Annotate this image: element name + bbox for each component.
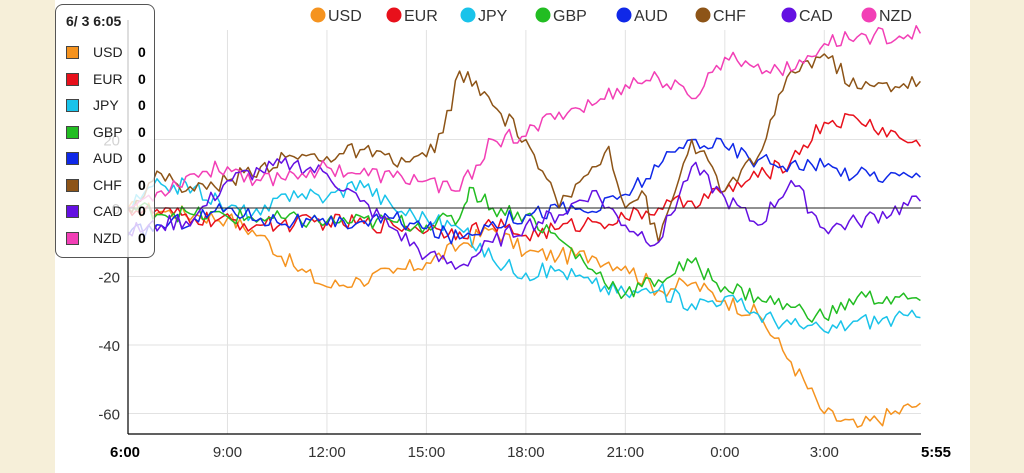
tooltip-title: 6/ 3 6:05 <box>66 13 122 29</box>
x-tick-label: 15:00 <box>408 444 446 461</box>
tooltip-swatch <box>66 99 79 112</box>
legend-marker <box>861 7 877 23</box>
legend-item-nzd[interactable]: NZD <box>861 7 912 26</box>
tooltip-swatch <box>66 205 79 218</box>
x-tick-label: 3:00 <box>810 444 839 461</box>
tooltip-series-value: 0 <box>138 150 146 166</box>
x-tick-label: 5:55 <box>921 444 951 461</box>
legend-marker <box>310 7 326 23</box>
tooltip-row-jpy: JPY 0 <box>66 97 154 115</box>
series-line-chf <box>127 53 921 244</box>
tooltip-swatch <box>66 178 79 192</box>
legend-marker <box>460 7 476 23</box>
legend-item-eur[interactable]: EUR <box>386 7 438 26</box>
tooltip-series-name: CHF <box>93 176 122 193</box>
tooltip-series-value: 0 <box>138 203 146 219</box>
legend-item-aud[interactable]: AUD <box>616 7 668 26</box>
tooltip-series-value: 0 <box>138 229 146 246</box>
tooltip-swatch <box>66 152 79 165</box>
y-tick-label: -60 <box>98 406 120 423</box>
tooltip-series-value: 0 <box>138 44 146 60</box>
tooltip-series-value: 0 <box>138 97 146 113</box>
legend-label: EUR <box>404 8 438 25</box>
legend-marker <box>535 7 551 23</box>
tooltip-series-value: 0 <box>138 123 146 140</box>
tooltip-series-value: 0 <box>138 176 146 193</box>
tooltip-row-usd: USD 0 <box>66 44 154 62</box>
x-tick-label: 21:00 <box>607 444 645 461</box>
x-tick-label: 18:00 <box>507 444 545 461</box>
legend-label: GBP <box>553 8 587 25</box>
x-tick-label: 6:00 <box>110 444 140 461</box>
legend-label: JPY <box>478 8 508 25</box>
tooltip-row-nzd: NZD 0 <box>66 230 154 248</box>
tooltip-swatch <box>66 125 79 139</box>
legend-label: CAD <box>799 8 833 25</box>
tooltip-series-name: EUR <box>93 70 123 87</box>
legend-marker <box>386 7 402 23</box>
legend-marker <box>616 7 632 23</box>
series-lines <box>127 25 922 428</box>
series-line-eur <box>127 112 922 242</box>
legend-label: AUD <box>634 8 668 25</box>
hover-tooltip: 6/ 3 6:05 USD 0 EUR 0 JPY 0 GBP 0 AUD 0 CHF 0 CAD 0 NZ… <box>55 4 155 258</box>
axes: 200-20-40-606:009:0012:0015:0018:0021:00… <box>98 20 951 461</box>
series-line-aud <box>127 137 921 245</box>
legend-marker <box>781 7 797 23</box>
legend-item-usd[interactable]: USD <box>310 7 362 26</box>
series-line-cad <box>127 157 921 270</box>
tooltip-row-eur: EUR 0 <box>66 71 154 89</box>
legend-marker <box>695 7 711 23</box>
series-line-usd <box>127 200 921 428</box>
tooltip-series-name: CAD <box>93 203 123 219</box>
legend-label: CHF <box>713 8 746 25</box>
series-line-jpy <box>127 177 921 334</box>
tooltip-swatch <box>66 231 79 245</box>
tooltip-series-name: USD <box>93 44 123 60</box>
legend-item-cad[interactable]: CAD <box>781 7 833 26</box>
y-tick-label: -40 <box>98 338 120 355</box>
tooltip-swatch <box>66 72 79 86</box>
tooltip-series-name: NZD <box>93 229 122 246</box>
y-tick-label: -20 <box>98 270 120 287</box>
legend-label: USD <box>328 8 362 25</box>
tooltip-series-name: AUD <box>93 150 123 166</box>
tooltip-row-aud: AUD 0 <box>66 150 154 168</box>
tooltip-row-gbp: GBP 0 <box>66 124 154 142</box>
series-line-nzd <box>127 25 922 209</box>
legend-item-gbp[interactable]: GBP <box>535 7 587 26</box>
legend-item-chf[interactable]: CHF <box>695 7 747 26</box>
tooltip-swatch <box>66 46 79 59</box>
x-tick-label: 0:00 <box>710 444 739 461</box>
x-tick-label: 9:00 <box>213 444 242 461</box>
tooltip-row-chf: CHF 0 <box>66 177 154 195</box>
tooltip-series-value: 0 <box>138 70 146 87</box>
legend-label: NZD <box>879 8 912 25</box>
tooltip-series-name: JPY <box>93 97 119 113</box>
tooltip-series-name: GBP <box>93 123 123 140</box>
legend[interactable]: USD EUR JPY GBP AUD CHF CAD NZD <box>310 7 912 26</box>
legend-item-jpy[interactable]: JPY <box>460 7 508 26</box>
x-tick-label: 12:00 <box>308 444 346 461</box>
tooltip-row-cad: CAD 0 <box>66 203 154 221</box>
